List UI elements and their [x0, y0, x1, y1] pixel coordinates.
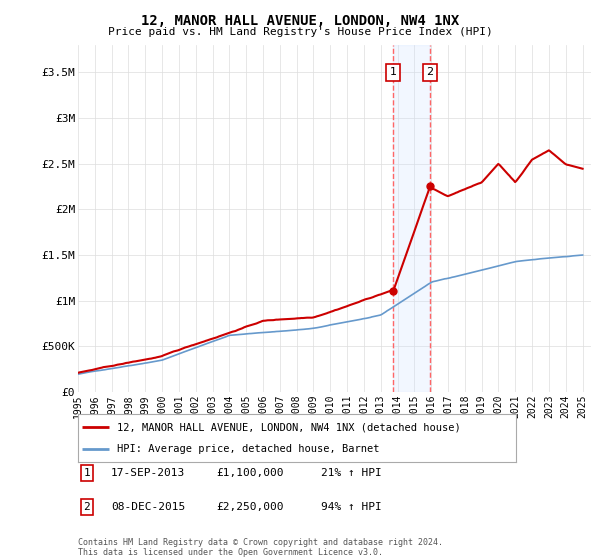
Text: 21% ↑ HPI: 21% ↑ HPI — [321, 468, 382, 478]
Text: 08-DEC-2015: 08-DEC-2015 — [111, 502, 185, 512]
Bar — [393, 45, 430, 392]
Text: £1,100,000: £1,100,000 — [216, 468, 284, 478]
Text: 1: 1 — [389, 67, 397, 77]
Text: 94% ↑ HPI: 94% ↑ HPI — [321, 502, 382, 512]
Text: £2,250,000: £2,250,000 — [216, 502, 284, 512]
Text: Price paid vs. HM Land Registry's House Price Index (HPI): Price paid vs. HM Land Registry's House … — [107, 27, 493, 37]
Text: HPI: Average price, detached house, Barnet: HPI: Average price, detached house, Barn… — [118, 444, 380, 454]
Text: 17-SEP-2013: 17-SEP-2013 — [111, 468, 185, 478]
Text: 2: 2 — [427, 67, 433, 77]
Text: 12, MANOR HALL AVENUE, LONDON, NW4 1NX: 12, MANOR HALL AVENUE, LONDON, NW4 1NX — [141, 14, 459, 28]
Text: 2: 2 — [83, 502, 91, 512]
Text: Contains HM Land Registry data © Crown copyright and database right 2024.
This d: Contains HM Land Registry data © Crown c… — [78, 538, 443, 557]
Text: 12, MANOR HALL AVENUE, LONDON, NW4 1NX (detached house): 12, MANOR HALL AVENUE, LONDON, NW4 1NX (… — [118, 422, 461, 432]
Text: 1: 1 — [83, 468, 91, 478]
